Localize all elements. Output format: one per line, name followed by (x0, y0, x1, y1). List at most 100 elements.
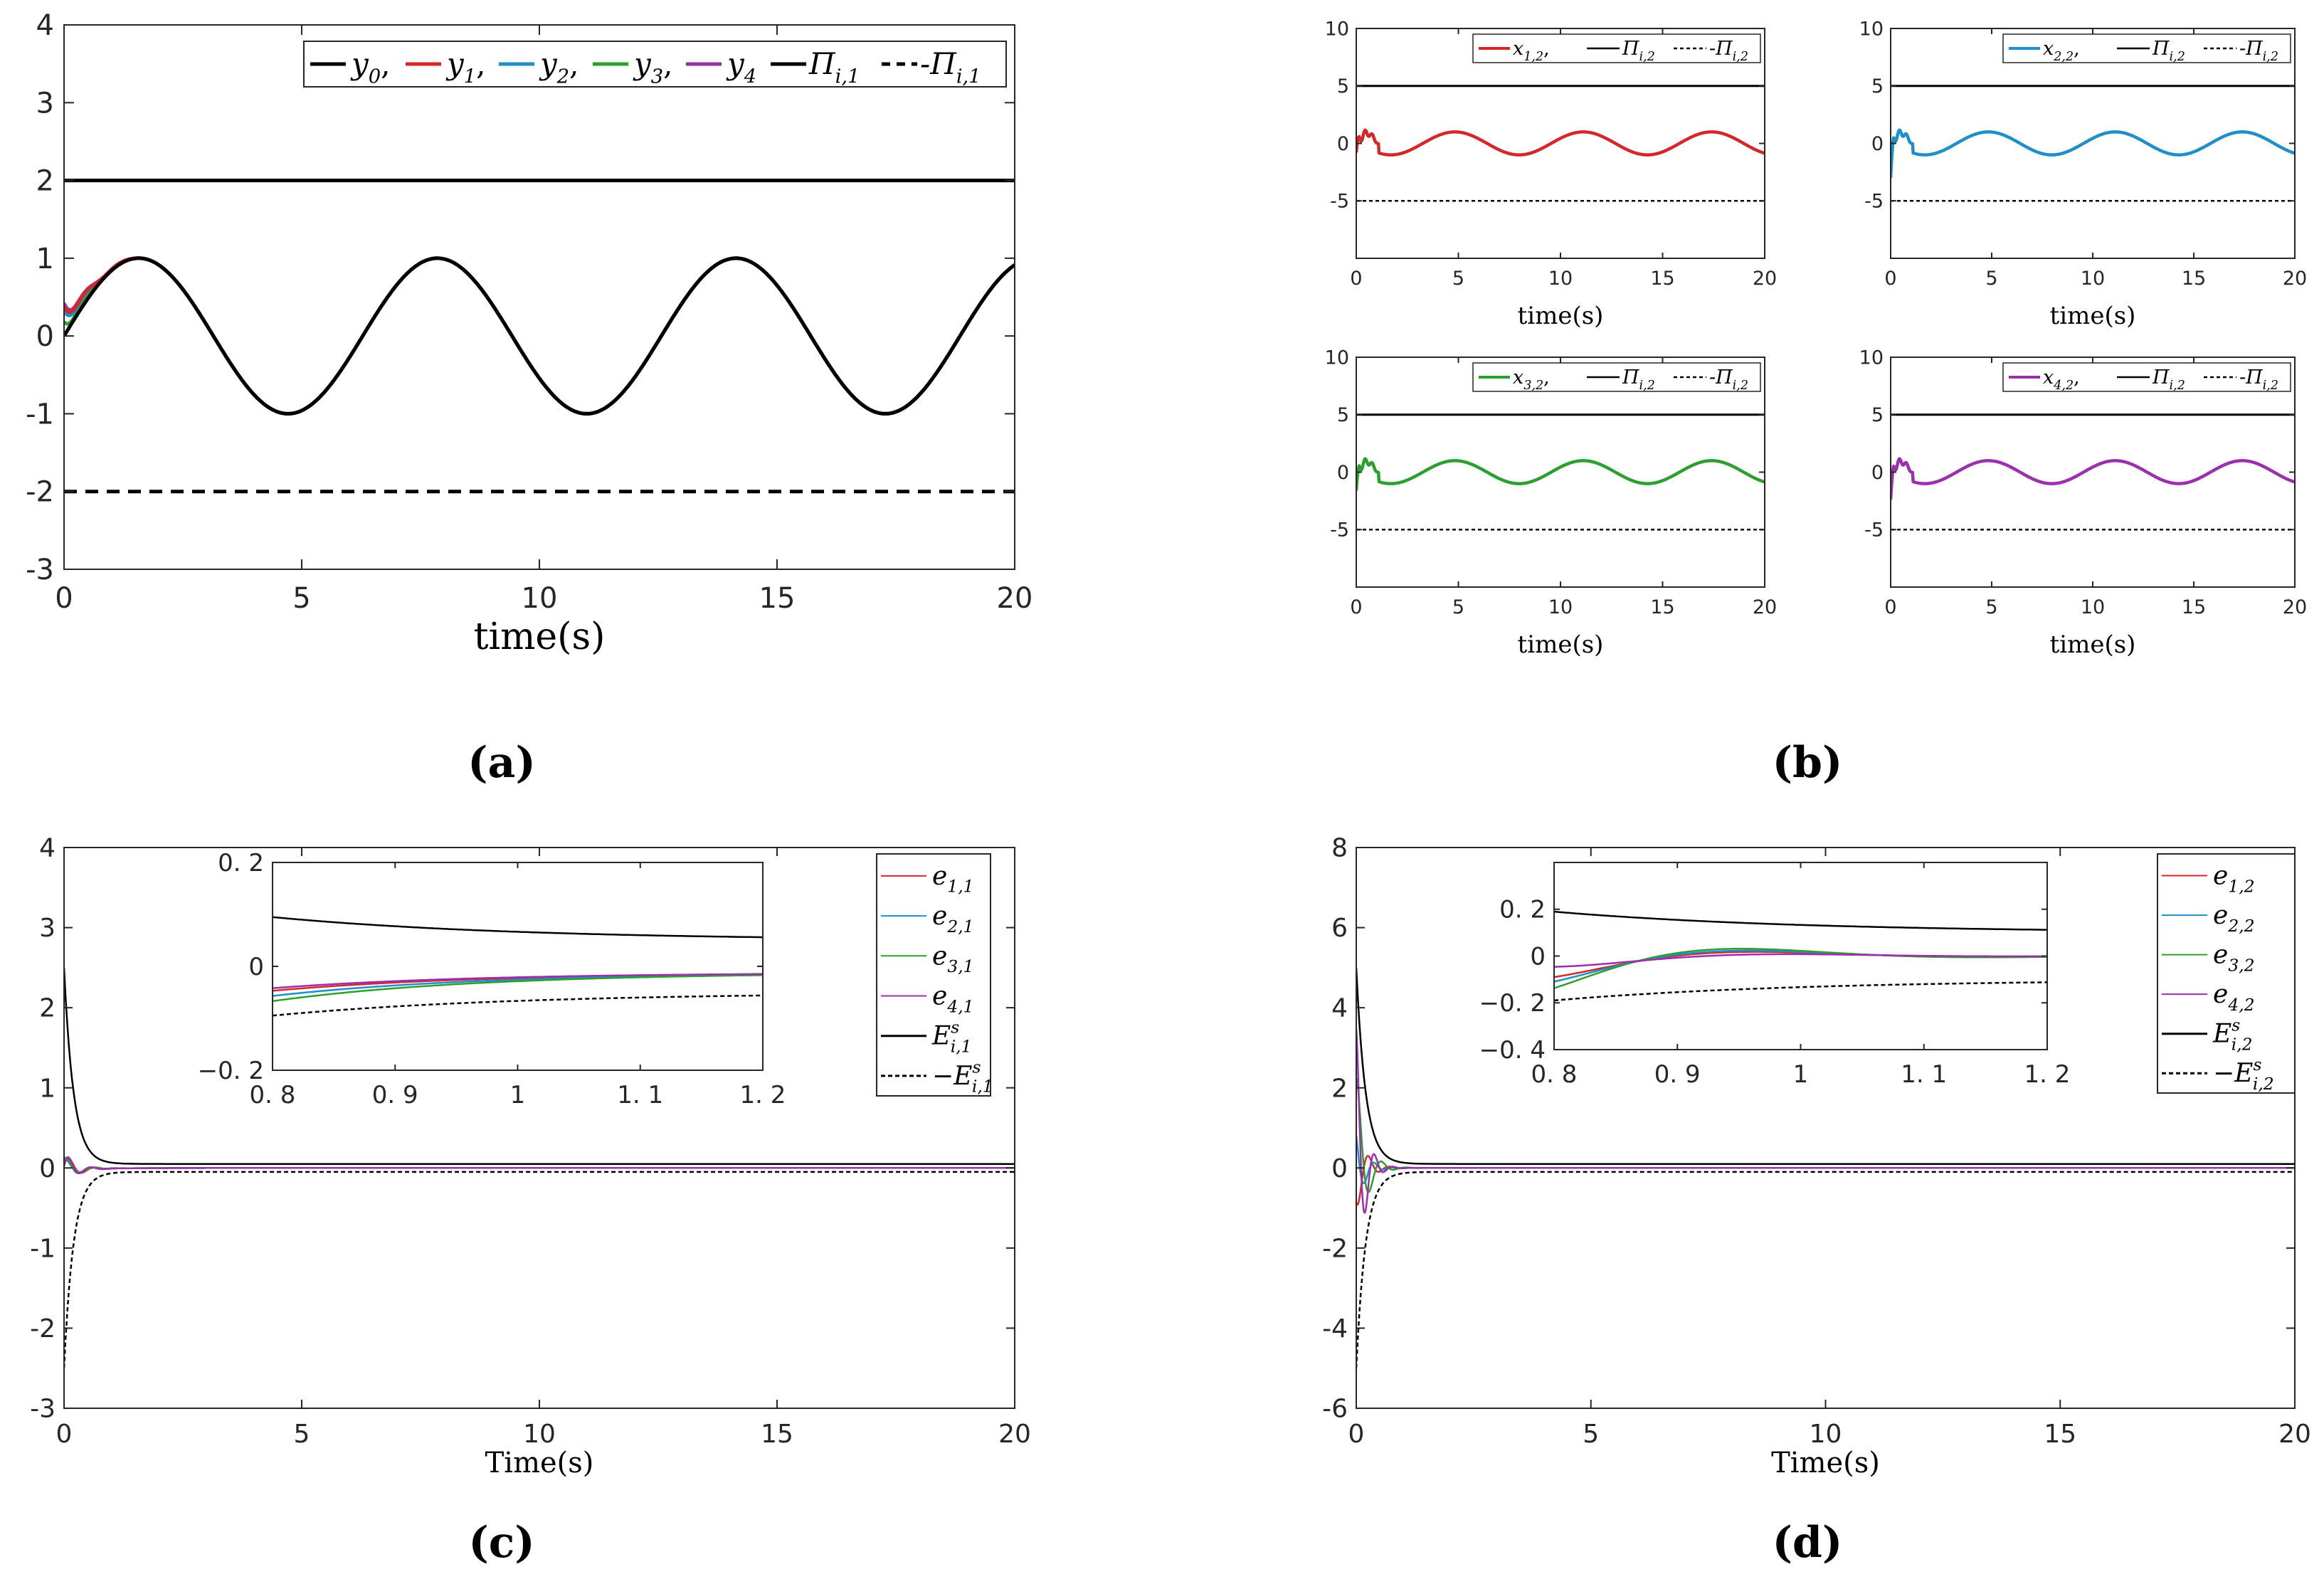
legend-label-lower-bound: −Es i,2 (2213, 1055, 2274, 1094)
caption-c: (c) (468, 1518, 534, 1568)
x-tick-label: 15 (1650, 268, 1674, 290)
x-tick-label: 20 (998, 1420, 1031, 1449)
x-tick-label: 15 (2182, 268, 2206, 290)
legend: x2,2, Πi,2 -Πi,2 (2002, 33, 2291, 64)
y-tick-label: -2 (26, 476, 54, 509)
legend-label-upper-bound: Πi,2 (1622, 38, 1655, 64)
legend-label-e4,2: e4,2 (2213, 980, 2255, 1015)
x-tick-label: 1 (510, 1081, 526, 1109)
y-tick-label: 6 (1331, 914, 1348, 943)
x-tick-label: 15 (2182, 596, 2206, 618)
series-group (1891, 413, 2295, 531)
x-tick-label: 20 (2283, 596, 2307, 618)
x-tick-label: 0. 8 (1531, 1060, 1578, 1089)
y-tick-label: -3 (26, 554, 54, 586)
legend-label-e3,1: e3,1 (932, 941, 974, 976)
legend-label-lower-bound: -Πi,2 (2239, 366, 2278, 393)
legend-label-agent: x3,2, (1513, 366, 1550, 393)
legend-label-lower-bound: -Πi,2 (2239, 38, 2278, 64)
legend-label-e2,2: e2,2 (2213, 901, 2255, 936)
y-tick-label: -6 (1322, 1395, 1348, 1424)
plot-area (64, 25, 1015, 569)
legend-label-e3,2: e3,2 (2213, 941, 2255, 976)
legend-label-lower-bound: -Πi,2 (1709, 366, 1748, 393)
x-tick-label: 0 (1884, 596, 1896, 618)
x-axis-label: time(s) (474, 616, 606, 658)
x-tick-label: 10 (2081, 268, 2105, 290)
x-tick-label: 20 (2283, 268, 2307, 290)
y-tick-label: 2 (1331, 1074, 1348, 1103)
y-tick-label: 4 (36, 9, 54, 42)
x-tick-label: 15 (2044, 1420, 2076, 1449)
inset-series-e4 (273, 973, 763, 989)
x-tick-label: 15 (759, 582, 796, 615)
legend-label-upper-bound: Es i,1 (931, 1018, 972, 1057)
inset-series (273, 916, 763, 1017)
legend-label-y2,: y2, (539, 46, 579, 88)
series-x4,2 (1891, 457, 2295, 500)
y-tick-label: -1 (26, 398, 54, 431)
inset-area (273, 862, 763, 1070)
lower-bound-line (64, 1171, 1015, 1368)
legend-label-e1,2: e1,2 (2213, 862, 2255, 897)
x-axis-label: Time(s) (485, 1447, 594, 1479)
legend-label-upper-bound: Πi,2 (2152, 38, 2185, 64)
y-tick-label: 5 (1871, 75, 1884, 97)
x-tick-label: 5 (1452, 268, 1464, 290)
y-tick-label: 5 (1337, 75, 1349, 97)
upper-bound-line (1356, 967, 2295, 1165)
panel-c: 0 5 10 15 20 -3 -2 -1 0 1 2 3 4 Time(s) 0. 8 0. 9 1 1. 1 1… (30, 834, 1031, 1568)
y-tick-label: 10 (1325, 347, 1349, 369)
legend-label-y3,: y3, (633, 46, 672, 88)
x-tick-label: 5 (1985, 268, 1997, 290)
x-axis-label: time(s) (2050, 630, 2136, 659)
y-tick-label: 0. 2 (218, 849, 264, 877)
legend: e1,2 e2,2 e3,2 e4,2Es i,2−Es i,2 (2157, 853, 2296, 1094)
legend-label-lower-bound: -Πi,2 (1709, 38, 1748, 64)
x-tick-label: 0. 8 (250, 1081, 296, 1109)
legend-label-upper-bound: Πi,2 (1622, 366, 1655, 393)
x-axis-label: time(s) (1518, 302, 1604, 330)
upper-bound-line (64, 967, 1015, 1165)
y-tick-label: 0 (1530, 942, 1546, 971)
x-tick-label: 0 (1350, 268, 1362, 290)
legend: y0, y1, y2, y3, y4 Πi,1 -Πi,1 (303, 41, 1007, 88)
x-tick-label: 20 (1753, 596, 1777, 618)
y-tick-label: -5 (1330, 519, 1349, 542)
x-tick-label: 10 (1548, 596, 1573, 618)
caption-a: (a) (468, 738, 536, 788)
x-tick-label: 10 (522, 582, 558, 615)
y-tick-label: -5 (1330, 191, 1349, 213)
legend-label-y1,: y1, (445, 46, 485, 88)
inset: 0. 8 0. 9 1 1. 1 1. 2 −0. 4 −0. 2 0 0. 2 (1479, 862, 2070, 1089)
x-tick-label: 20 (1753, 268, 1777, 290)
y-tick-label: 5 (1871, 404, 1884, 426)
inset-series-e4 (1554, 953, 2047, 968)
x-tick-label: 0 (1350, 596, 1362, 618)
y-tick-label: −0. 2 (1479, 989, 1546, 1018)
x-tick-label: 0 (55, 582, 73, 615)
y-tick-label: -5 (1864, 519, 1884, 542)
subplot-4: 0 5 10 15 20 -5 0 5 10 time(s) x4,2, Πi,2 -Πi,2 (1859, 347, 2308, 659)
y-tick-label: −0. 2 (198, 1057, 264, 1085)
series-group (1356, 967, 2295, 1368)
y-tick-label: 1 (36, 243, 54, 275)
inset-lower-bound (273, 994, 763, 1017)
legend-label-e1,1: e1,1 (932, 862, 974, 897)
y-tick-label: 3 (36, 87, 54, 120)
panel-a: 0 5 10 15 20 -3 -2 -1 0 1 2 3 4 time(s) y0, y1, y2, y3, y4… (26, 9, 1032, 788)
x-tick-label: 0 (1348, 1420, 1365, 1449)
x-tick-label: 10 (1810, 1420, 1842, 1449)
y-tick-label: 1 (39, 1074, 56, 1103)
series-e4 (1356, 1028, 2295, 1214)
y-tick-label: 10 (1859, 18, 1884, 40)
legend-label-e4,1: e4,1 (932, 982, 974, 1017)
inset-upper-bound (273, 916, 763, 939)
legend: e1,1 e2,1 e3,1 e4,1Es i,1−Es i,1 (876, 853, 993, 1097)
y-tick-label: 8 (1331, 834, 1348, 863)
series-x1,2 (1356, 128, 1765, 157)
x-tick-label: 1. 1 (617, 1081, 663, 1109)
x-tick-label: 10 (1548, 268, 1573, 290)
legend-box (876, 853, 991, 1097)
